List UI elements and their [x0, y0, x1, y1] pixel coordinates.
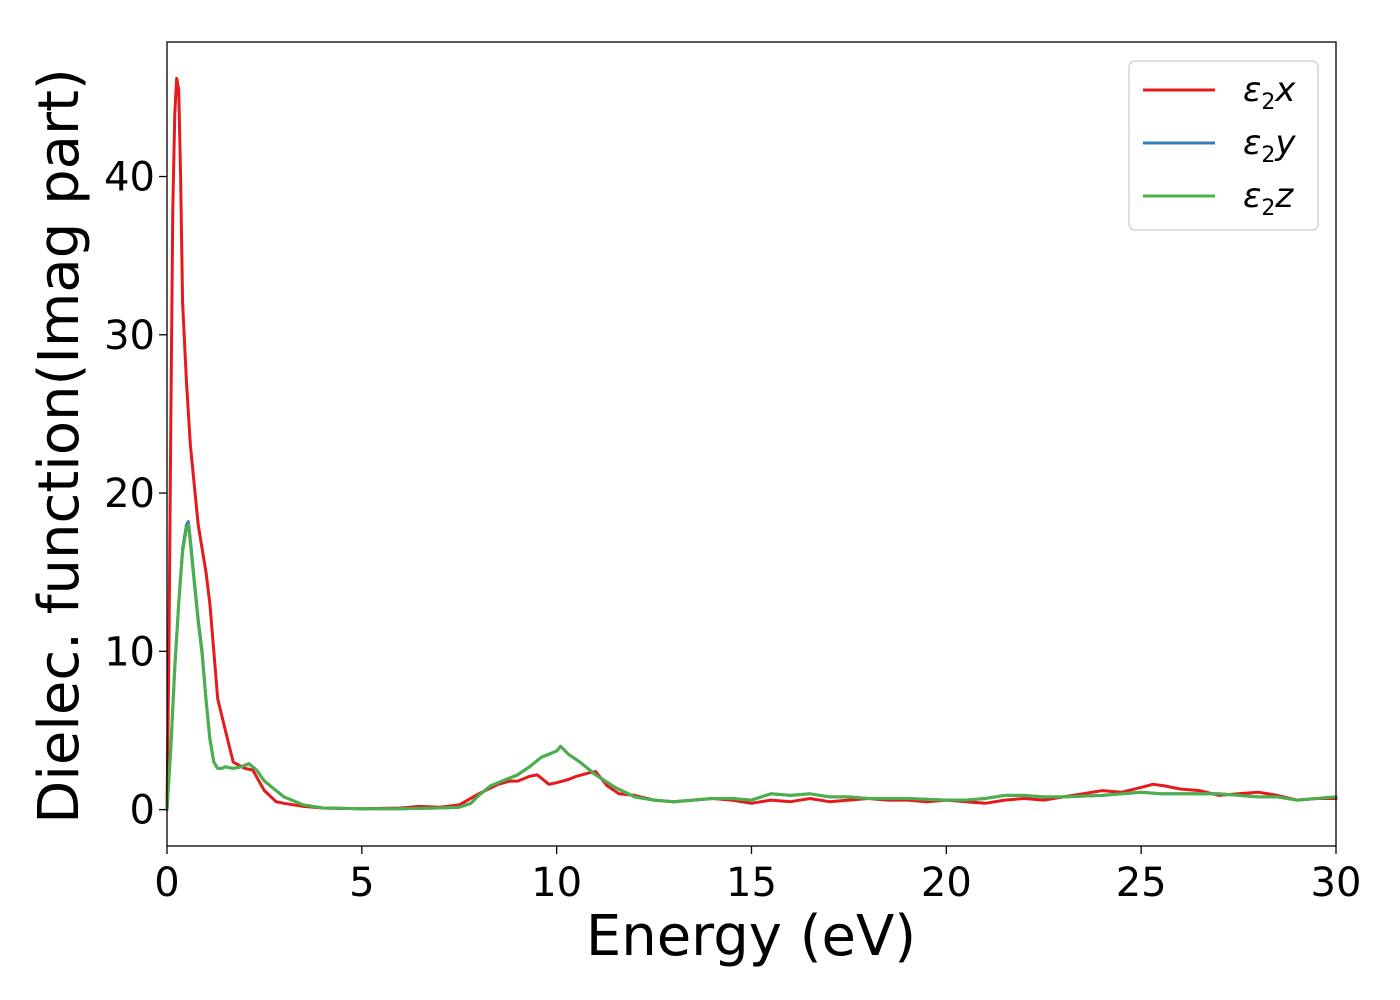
- x-tick-label: 5: [349, 860, 374, 906]
- x-tick-label: 25: [1116, 860, 1167, 906]
- legend: ε2x ε2y ε2z: [1128, 60, 1319, 231]
- y-tick-label: 40: [104, 155, 155, 201]
- x-tick-label: 15: [726, 860, 777, 906]
- y-axis: 0 10 20 30 40: [104, 155, 167, 834]
- x-axis-title: Energy (eV): [586, 904, 916, 969]
- y-tick-label: 30: [104, 313, 155, 359]
- series-layer: [165, 76, 1338, 812]
- legend-label-y: ε2y: [1243, 123, 1296, 168]
- y-tick-label: 0: [130, 788, 155, 834]
- x-tick-label: 0: [154, 860, 179, 906]
- x-tick-label: 30: [1311, 860, 1362, 906]
- legend-box: [1128, 60, 1319, 231]
- y-tick-label: 10: [104, 629, 155, 675]
- legend-label-z: ε2z: [1243, 176, 1294, 221]
- x-tick-label: 20: [921, 860, 972, 906]
- y-tick-label: 20: [104, 471, 155, 517]
- y-axis-title: Dielec. function(Imag part): [27, 68, 92, 824]
- legend-label-x: ε2x: [1243, 70, 1296, 115]
- x-tick-label: 10: [531, 860, 582, 906]
- x-axis: 0 5 10 15 20 25 30: [154, 846, 1361, 906]
- series-line-z: [165, 523, 1338, 812]
